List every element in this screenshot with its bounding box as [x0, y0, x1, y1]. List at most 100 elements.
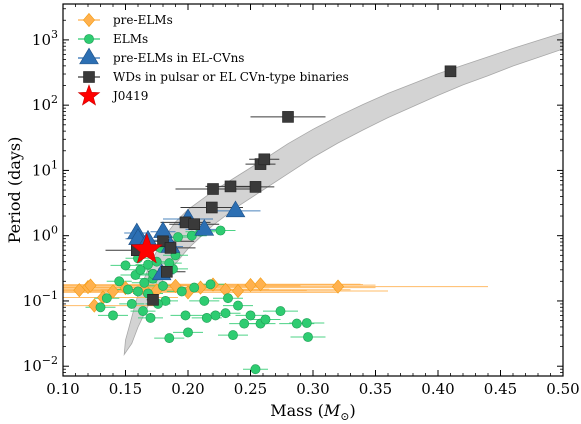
x-tick-label: 0.35 — [359, 380, 392, 398]
data-point — [223, 293, 233, 304]
data-point — [188, 218, 200, 230]
x-tick-label: 0.50 — [546, 380, 579, 398]
y-tick-label: 101 — [32, 158, 58, 179]
data-point — [183, 327, 193, 338]
data-point — [169, 278, 182, 293]
y-tick-label: 103 — [32, 28, 58, 49]
data-point — [130, 232, 163, 264]
data-point — [220, 308, 231, 319]
data-point — [157, 235, 169, 248]
x-axis-label-close: ) — [350, 401, 356, 420]
y-axis-label: Period (days) — [5, 137, 24, 244]
data-point — [114, 276, 125, 287]
data-point — [189, 282, 200, 293]
data-point — [186, 230, 197, 241]
data-point — [95, 302, 106, 313]
legend-item: ELMs — [78, 32, 148, 46]
data-point — [225, 200, 246, 218]
data-point — [228, 330, 238, 341]
x-tick-label: 0.10 — [46, 380, 79, 398]
data-point — [331, 279, 345, 294]
data-point — [258, 153, 271, 166]
data-point — [282, 111, 294, 123]
legend-marker — [77, 84, 101, 106]
data-point — [206, 201, 218, 214]
data-point — [173, 232, 183, 243]
y-tick-labels: 10−2 10−1 100 101 102 103 — [23, 28, 58, 375]
data-point — [275, 306, 286, 317]
data-point — [245, 310, 256, 321]
data-point — [301, 318, 312, 328]
data-point — [180, 310, 191, 321]
series-circle — [95, 225, 313, 375]
x-tick-label: 0.30 — [296, 380, 329, 398]
data-point — [135, 264, 146, 275]
data-point — [201, 312, 212, 323]
data-point — [161, 265, 173, 278]
data-point — [250, 364, 261, 375]
data-point — [224, 180, 237, 193]
legend-label: pre-ELMs in EL-CVns — [113, 51, 244, 65]
y-tick-label: 100 — [32, 224, 58, 245]
legend-item: WDs in pulsar or EL CVn-type binaries — [78, 70, 349, 84]
data-point — [138, 306, 148, 317]
legend-label: ELMs — [113, 32, 148, 46]
x-axis-label-subscript: ⊙ — [340, 410, 349, 423]
data-point — [444, 65, 457, 78]
x-tick-label: 0.20 — [171, 380, 204, 398]
legend-item: J0419 — [77, 84, 148, 106]
data-point — [164, 242, 177, 254]
data-point — [164, 333, 175, 344]
legend-marker — [79, 47, 99, 65]
legend: pre-ELMs ELMs pre-ELMs in EL-CVns WDs in pu… — [77, 12, 349, 106]
data-point — [145, 312, 156, 323]
legend-item: pre-ELMs in EL-CVns — [78, 47, 244, 65]
series-square — [131, 65, 457, 306]
series-star — [130, 232, 163, 264]
y-tick-label: 102 — [32, 93, 58, 114]
data-point — [108, 310, 118, 321]
legend-marker — [84, 34, 94, 44]
data-point — [84, 278, 97, 293]
data-point — [260, 314, 271, 325]
legend-label: pre-ELMs — [113, 13, 173, 27]
data-point — [133, 286, 143, 297]
x-axis-label: Mass (M⊙) — [270, 401, 356, 423]
legend-item: pre-ELMs — [78, 12, 173, 28]
data-point — [139, 277, 150, 288]
x-tick-labels: 0.10 0.15 0.20 0.25 0.30 0.35 0.40 0.45 0.50 — [46, 380, 579, 398]
x-axis-label-symbol: M — [323, 401, 341, 420]
data-point — [123, 284, 133, 295]
x-tick-label: 0.40 — [421, 380, 454, 398]
legend-label: WDs in pulsar or EL CVn-type binaries — [113, 70, 349, 84]
data-point — [126, 298, 137, 309]
data-point — [147, 293, 159, 306]
data-point — [199, 295, 210, 306]
data-point — [239, 318, 250, 329]
legend-marker — [82, 12, 96, 28]
marker-layer — [73, 65, 457, 375]
data-point — [120, 260, 131, 271]
x-tick-label: 0.15 — [109, 380, 142, 398]
data-point — [106, 284, 120, 299]
y-tick-label: 10−2 — [23, 354, 58, 375]
data-point — [291, 318, 302, 329]
x-tick-label: 0.25 — [234, 380, 267, 398]
data-point — [215, 225, 226, 236]
data-point — [231, 283, 245, 299]
data-point — [244, 278, 257, 293]
x-axis-label-text: Mass ( — [270, 401, 324, 420]
data-point — [143, 259, 153, 270]
data-point — [207, 183, 219, 195]
data-point — [158, 280, 168, 291]
legend-label: J0419 — [111, 89, 148, 103]
data-point — [101, 293, 112, 304]
data-point — [176, 286, 187, 297]
data-point — [205, 279, 216, 290]
x-tick-label: 0.45 — [484, 380, 517, 398]
data-point — [233, 300, 243, 311]
data-point — [303, 332, 313, 342]
y-tick-label: 10−1 — [23, 289, 58, 310]
data-point — [249, 181, 262, 193]
